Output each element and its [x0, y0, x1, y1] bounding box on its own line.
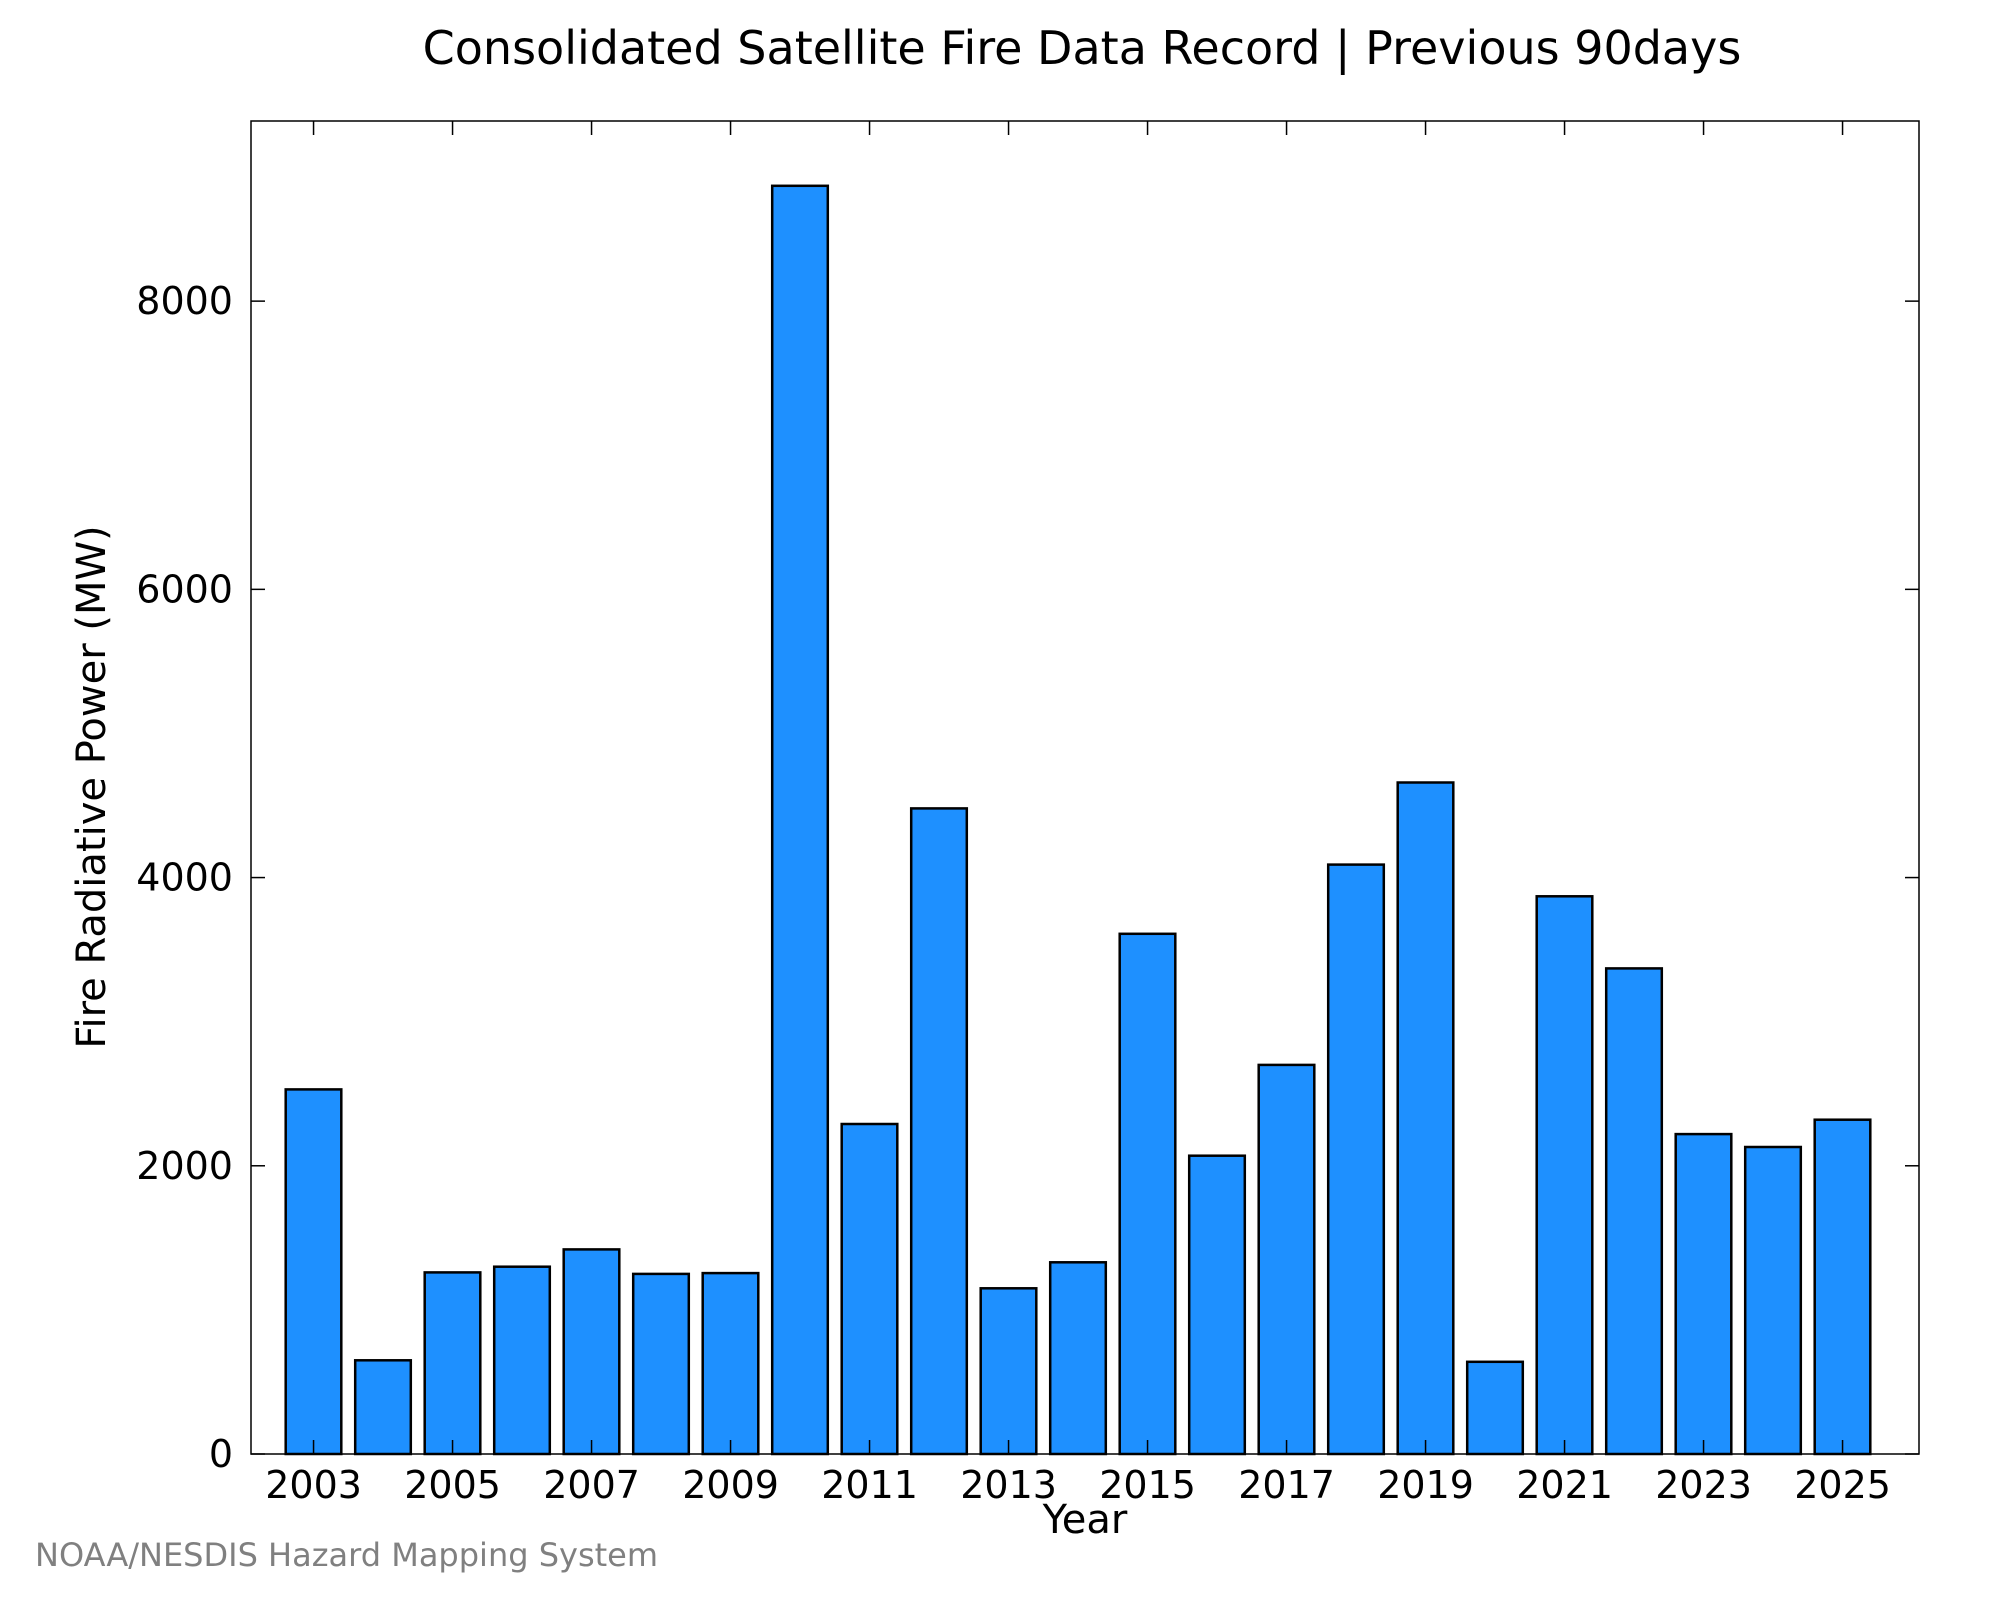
bar-2022	[1604, 967, 1664, 1456]
bar-2019	[1396, 781, 1455, 1456]
bar-2021	[1535, 895, 1594, 1456]
bars-layer	[284, 184, 1872, 1456]
bar-2015	[1118, 932, 1177, 1456]
y-tick-label-6000: 6000	[136, 567, 233, 611]
bar-2006	[492, 1265, 552, 1456]
bar-2012	[909, 807, 969, 1456]
bar-2011	[840, 1122, 899, 1456]
x-tick-label-2009: 2009	[682, 1463, 779, 1507]
plot-frame	[250, 120, 1920, 1455]
bar-2018	[1326, 863, 1386, 1456]
bar-2016	[1187, 1154, 1247, 1456]
source-credit: NOAA/NESDIS Hazard Mapping System	[35, 1536, 659, 1574]
x-tick-label-2017: 2017	[1238, 1463, 1335, 1507]
bar-2013	[979, 1287, 1038, 1456]
bar-2017	[1257, 1063, 1316, 1456]
x-tick-label-2007: 2007	[543, 1463, 640, 1507]
bar-2024	[1743, 1145, 1803, 1456]
bar-2020	[1465, 1360, 1525, 1456]
bar-2025	[1813, 1118, 1872, 1456]
bar-2023	[1674, 1132, 1733, 1456]
y-tick-label-2000: 2000	[136, 1144, 233, 1188]
y-tick-label-0: 0	[209, 1432, 233, 1476]
x-tick-label-2019: 2019	[1377, 1463, 1474, 1507]
y-axis-label: Fire Radiative Power (MW)	[69, 525, 115, 1048]
x-tick-label-2013: 2013	[960, 1463, 1057, 1507]
x-tick-label-2005: 2005	[404, 1463, 501, 1507]
bar-2010	[770, 184, 830, 1456]
chart-title: Consolidated Satellite Fire Data Record …	[423, 21, 1742, 76]
bar-2014	[1048, 1261, 1108, 1456]
x-tick-label-2015: 2015	[1099, 1463, 1196, 1507]
x-tick-label-2003: 2003	[265, 1463, 362, 1507]
bar-2009	[701, 1271, 760, 1456]
x-tick-label-2025: 2025	[1794, 1463, 1891, 1507]
x-tick-label-2021: 2021	[1516, 1463, 1613, 1507]
x-tick-label-2011: 2011	[821, 1463, 918, 1507]
x-axis-label: Year	[1042, 1497, 1128, 1543]
y-tick-label-4000: 4000	[136, 856, 233, 900]
x-tick-label-2023: 2023	[1655, 1463, 1752, 1507]
bar-2005	[423, 1271, 482, 1456]
bar-2003	[284, 1088, 343, 1456]
bar-2007	[562, 1248, 621, 1456]
bar-2004	[353, 1359, 413, 1456]
ticks-layer: 2003 2005 2007 2009 2011 2013 2015 2017 2019 2021…	[136, 121, 1919, 1507]
bar-2008	[631, 1272, 691, 1456]
y-tick-label-8000: 8000	[136, 279, 233, 323]
